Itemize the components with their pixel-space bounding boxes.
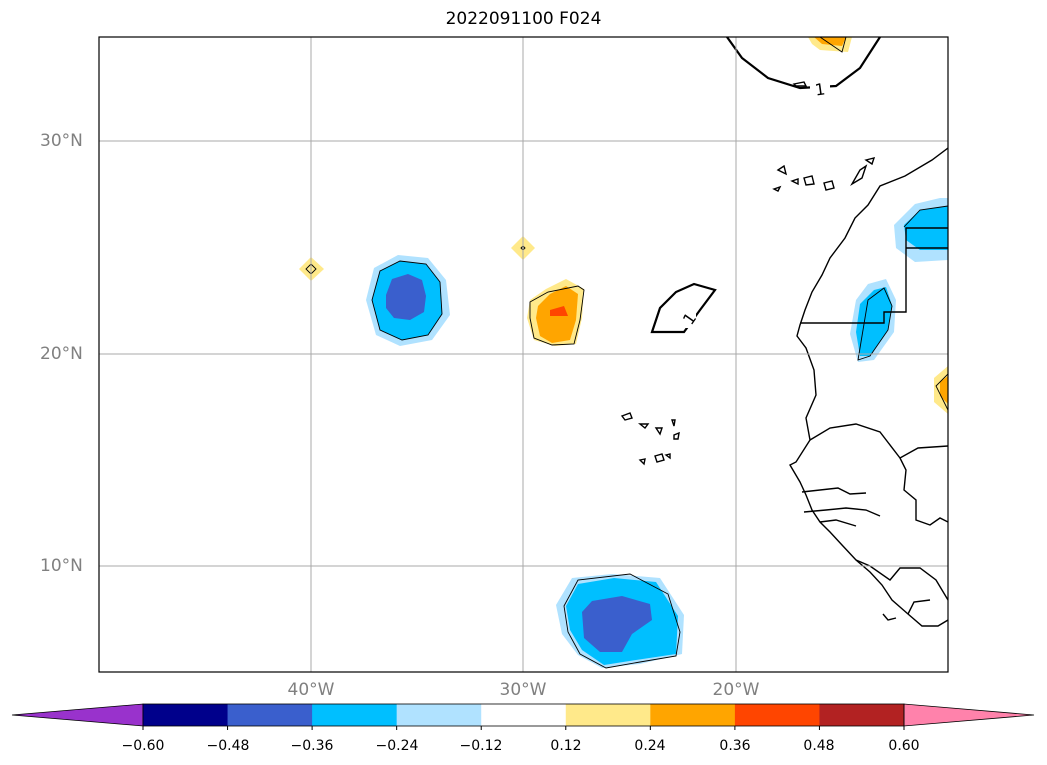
colorbar-cell	[565, 704, 651, 726]
contour-label: 1	[814, 79, 827, 99]
plot-frame	[98, 36, 949, 673]
colorbar-extend-low	[11, 703, 144, 727]
lon-label-20w: 20°W	[712, 680, 760, 700]
colorbar-cell	[819, 704, 905, 726]
colorbar-label: −0.60	[121, 738, 165, 754]
colorbar-cell	[650, 704, 736, 726]
gridlines	[99, 37, 948, 672]
colorbar-label: 0.24	[634, 738, 666, 754]
colorbar-frame	[142, 703, 905, 727]
colorbar-cell	[312, 704, 398, 726]
coastlines	[620, 81, 948, 627]
shaded-anomalies	[299, 37, 948, 668]
colorbar-label: −0.36	[290, 738, 334, 754]
colorbar-cells	[11, 703, 1035, 730]
colorbar-cell	[481, 704, 567, 726]
colorbar-extend-high	[903, 703, 1035, 727]
colorbar-label: −0.48	[206, 738, 250, 754]
colorbar-cell	[396, 704, 482, 726]
colorbar-cell	[227, 704, 313, 726]
lon-label-40w: 40°W	[287, 680, 335, 700]
bold-contours	[650, 37, 881, 334]
colorbar-label: −0.24	[375, 738, 419, 754]
map-title: 2022091100 F024	[445, 9, 602, 29]
colorbar-label: 0.60	[888, 738, 920, 754]
contour-label-bg-1	[810, 80, 830, 98]
colorbar-cell	[143, 704, 229, 726]
colorbar	[11, 703, 1035, 730]
thin-contours	[305, 37, 948, 669]
map-layers	[299, 37, 948, 669]
colorbar-label: 0.48	[803, 738, 835, 754]
lon-label-30w: 30°W	[499, 680, 547, 700]
colorbar-label: 0.12	[550, 738, 582, 754]
lat-label-20n: 20°N	[40, 344, 83, 364]
lat-label-30n: 30°N	[40, 131, 83, 151]
contour-label-bg-2	[680, 310, 696, 328]
colorbar-label: 0.36	[719, 738, 751, 754]
colorbar-cell	[734, 704, 820, 726]
map-plot: 1 1	[98, 36, 949, 673]
lat-label-10n: 10°N	[40, 556, 83, 576]
colorbar-label: −0.12	[459, 738, 503, 754]
